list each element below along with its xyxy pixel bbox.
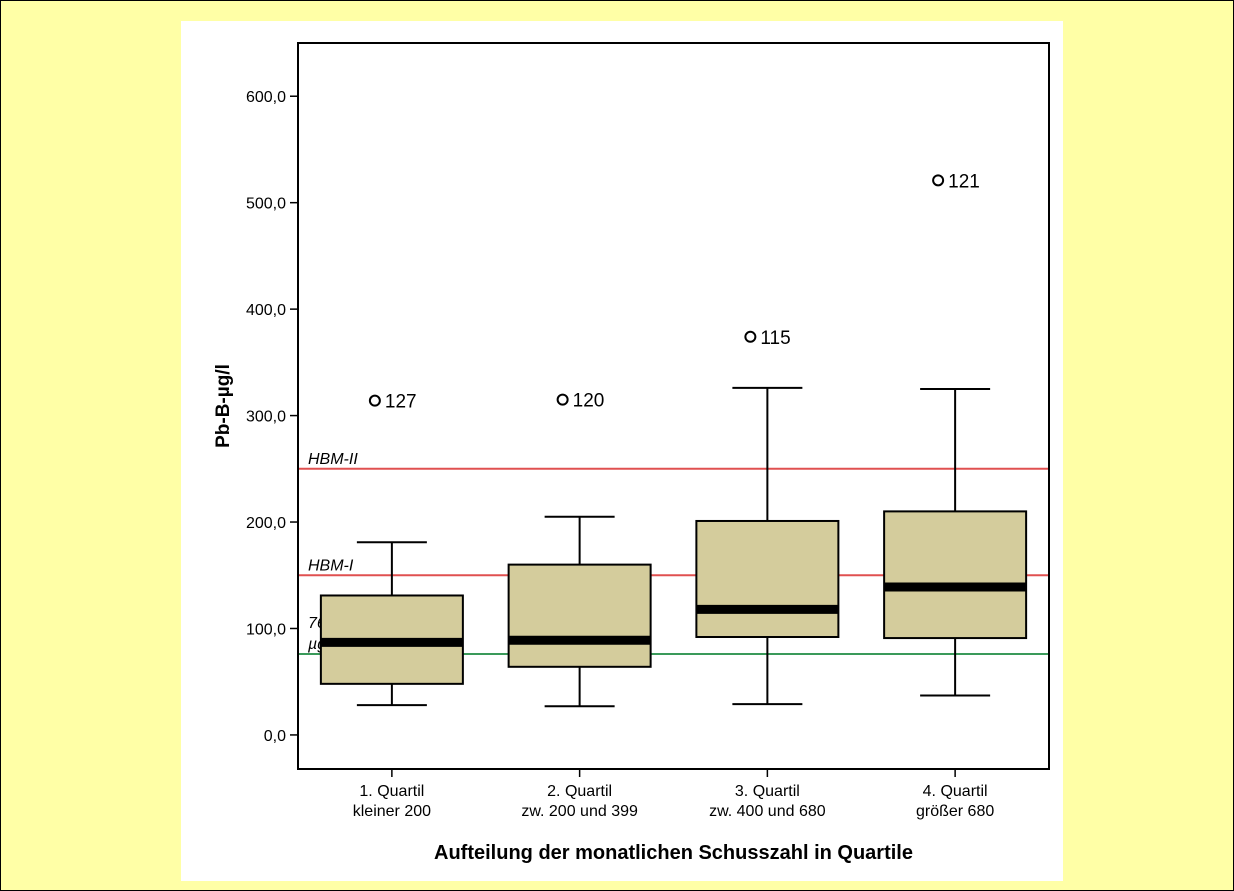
outlier-label: 120 <box>573 391 605 412</box>
outlier-point <box>556 393 569 406</box>
x-tick-label: zw. 200 und 399 <box>521 803 638 820</box>
y-axis-label: Pb-B-µg/l <box>213 364 234 448</box>
x-tick-label: 3. Quartil <box>735 783 800 800</box>
outlier-point <box>744 330 757 343</box>
y-tick-label: 300,0 <box>246 409 286 426</box>
box-group: 121 <box>883 171 1028 697</box>
x-tick-label: größer 680 <box>916 803 994 820</box>
y-tick-label: 100,0 <box>246 621 286 638</box>
x-tick-label: zw. 400 und 680 <box>709 803 826 820</box>
reference-line-label: HBM-II <box>308 451 358 468</box>
reference-line-label: HBM-I <box>308 557 354 574</box>
y-axis: 0,0 100,0 200,0 300,0 400,0 500,0 600,0 <box>246 89 298 745</box>
y-tick-label: 500,0 <box>246 196 286 213</box>
box-group: 120 <box>507 391 652 708</box>
iqr-box <box>883 510 1028 640</box>
outlier-label: 127 <box>385 392 417 413</box>
box-group: 115 <box>695 328 840 706</box>
x-axis: 1. Quartil kleiner 200 2. Quartil zw. 200 u… <box>353 769 994 820</box>
outlier-label: 121 <box>948 171 980 192</box>
y-tick-label: 400,0 <box>246 302 286 319</box>
y-tick-label: 0,0 <box>264 728 286 745</box>
x-tick-label: 1. Quartil <box>359 783 424 800</box>
box-group: 127 <box>319 392 464 707</box>
y-tick-label: 600,0 <box>246 89 286 106</box>
x-axis-label: Aufteilung der monatlichen Schusszahl in… <box>434 842 913 864</box>
outlier-point <box>932 174 945 187</box>
x-tick-label: 2. Quartil <box>547 783 612 800</box>
outlier-point <box>368 394 381 407</box>
iqr-box <box>507 563 652 668</box>
plot-area <box>297 42 1050 770</box>
y-tick-label: 200,0 <box>246 515 286 532</box>
x-tick-label: 4. Quartil <box>923 783 988 800</box>
boxes: 127 120 115 121 <box>319 171 1028 708</box>
iqr-box <box>695 519 840 638</box>
outlier-label: 115 <box>760 328 790 349</box>
x-tick-label: kleiner 200 <box>353 803 431 820</box>
